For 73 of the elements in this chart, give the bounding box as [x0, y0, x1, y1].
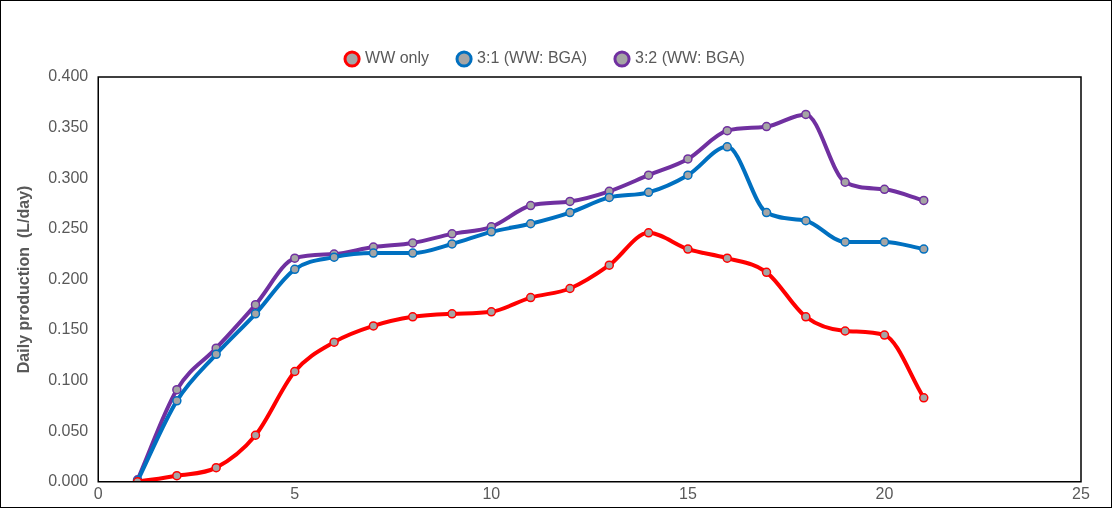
- point: [801, 215, 811, 226]
- x-tick-label: 20: [875, 484, 894, 502]
- point: [368, 248, 379, 258]
- point: [407, 248, 418, 258]
- x-tick-label: 25: [1072, 484, 1090, 502]
- point: [290, 253, 300, 263]
- point: [447, 309, 457, 319]
- point: [211, 462, 221, 473]
- y-tick-label: 0.350: [48, 118, 89, 136]
- point: [761, 267, 772, 278]
- point: [919, 195, 929, 206]
- point: [643, 228, 654, 238]
- point: [801, 109, 811, 120]
- point: [250, 309, 261, 319]
- point: [761, 207, 772, 218]
- point: [683, 244, 693, 254]
- point: [801, 312, 811, 322]
- point: [486, 307, 497, 317]
- point: [761, 121, 772, 132]
- legend-label: WW only: [365, 49, 430, 67]
- point: [722, 253, 732, 263]
- y-tick-label: 0.200: [48, 269, 89, 287]
- point: [525, 200, 536, 211]
- point: [840, 177, 850, 187]
- point: [879, 184, 890, 195]
- point: [368, 321, 379, 331]
- point: [604, 192, 615, 203]
- y-tick-label: 0.400: [48, 67, 89, 85]
- point: [919, 244, 929, 254]
- point: [643, 187, 654, 198]
- point: [565, 196, 575, 207]
- point: [683, 154, 693, 164]
- point: [407, 238, 418, 248]
- point: [290, 264, 300, 275]
- point: [604, 260, 615, 270]
- point: [407, 312, 418, 322]
- point: [565, 207, 575, 218]
- point: [447, 229, 457, 239]
- point: [879, 330, 890, 340]
- point: [525, 292, 536, 303]
- y-tick-label: 0.000: [48, 472, 89, 490]
- point: [250, 430, 261, 440]
- point: [722, 125, 732, 136]
- x-tick-label: 0: [93, 484, 103, 502]
- point: [643, 170, 654, 180]
- point: [329, 337, 339, 347]
- point: [486, 227, 497, 237]
- y-tick-label: 0.050: [48, 421, 89, 439]
- x-tick-label: 10: [482, 484, 501, 502]
- y-tick-label: 0.100: [48, 371, 89, 389]
- point: [172, 384, 182, 395]
- point: [172, 396, 182, 406]
- point: [683, 170, 693, 180]
- point: [879, 237, 890, 247]
- point: [172, 470, 182, 481]
- y-tick-label: 0.150: [48, 320, 89, 338]
- x-tick-label: 5: [290, 484, 300, 502]
- point: [211, 349, 221, 360]
- point: [840, 237, 850, 247]
- point: [565, 283, 575, 294]
- y-tick-label: 0.300: [48, 168, 89, 186]
- y-tick-label: 0.250: [48, 219, 89, 237]
- point: [525, 218, 536, 229]
- point: [919, 393, 929, 403]
- legend-label: 3:2 (WW: BGA): [635, 49, 745, 67]
- legend-label: 3:1 (WW: BGA): [477, 49, 587, 67]
- point: [290, 366, 300, 377]
- point: [840, 326, 850, 336]
- point: [447, 239, 457, 249]
- point: [250, 299, 261, 310]
- x-tick-label: 15: [679, 484, 697, 502]
- point: [722, 142, 732, 152]
- y-axis-title: Daily production (L/day): [15, 185, 33, 374]
